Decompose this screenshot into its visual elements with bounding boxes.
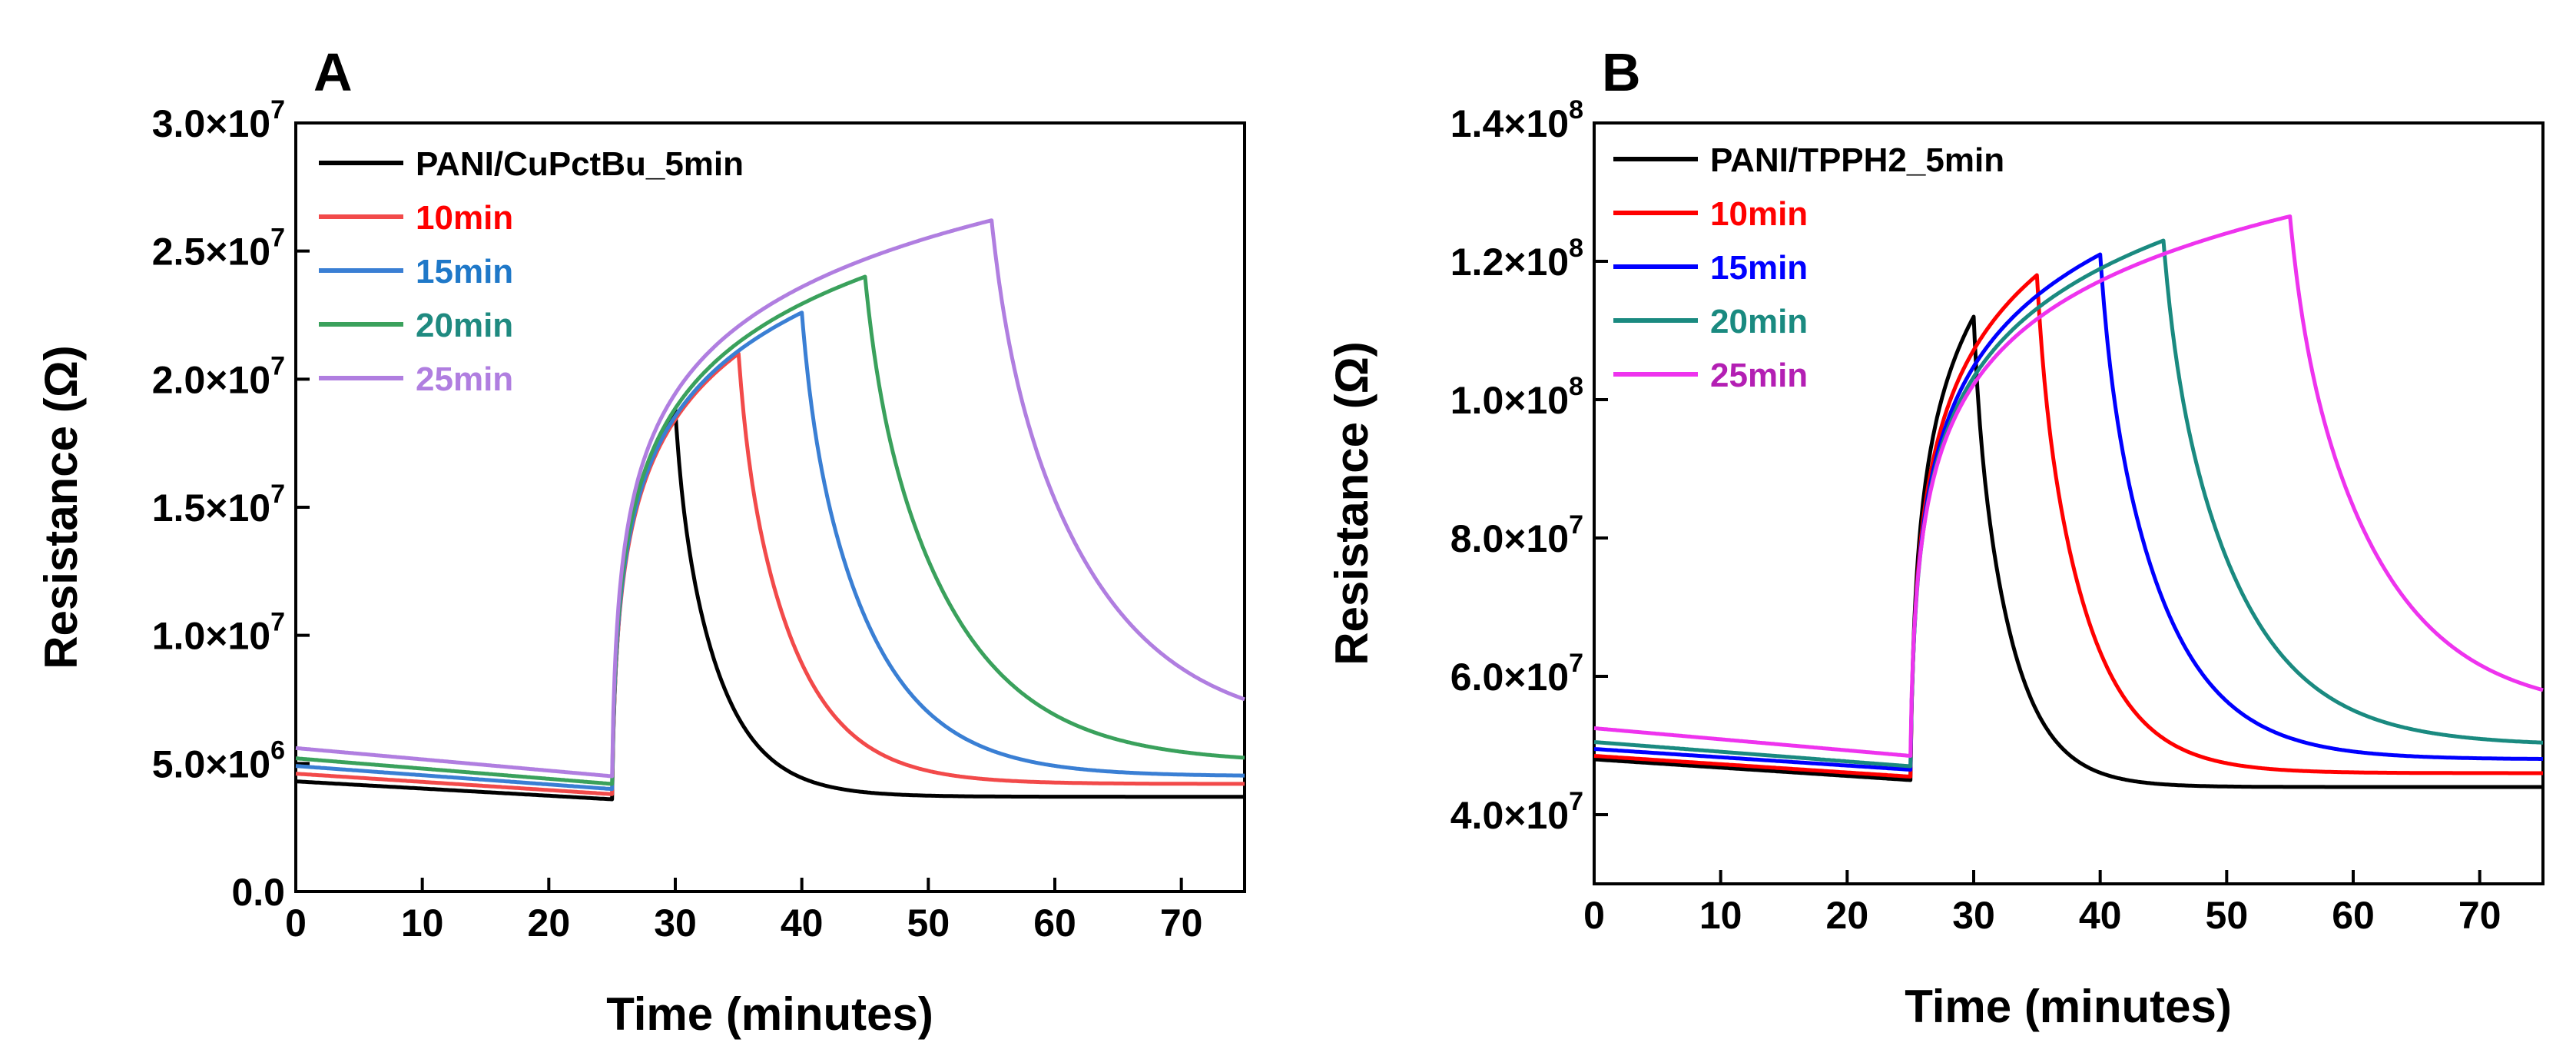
panel-a-legend: PANI/CuPctBu_5min 10min 15min 20min 25min — [319, 145, 744, 398]
panel-a-y-ticks: 0.0 5.0×106 1.0×107 1.5×107 2.0×107 2.5×107 3.… — [152, 95, 310, 914]
legend-label: 10min — [416, 199, 513, 237]
series-line-5 — [1593, 214, 2544, 758]
series-line-2 — [1593, 273, 2544, 779]
panel-a-x-ticks: 0 10 20 30 40 50 60 70 — [285, 878, 1202, 945]
x-tick-label: 60 — [1033, 902, 1076, 945]
x-tick-label: 20 — [528, 902, 571, 945]
legend-label: 10min — [1710, 195, 1808, 233]
x-tick-label: 30 — [1952, 894, 1995, 937]
legend-label: 15min — [1710, 249, 1808, 287]
panel-b-x-ticks: 0 10 20 30 40 50 60 70 — [1583, 870, 2501, 937]
x-tick-label: 20 — [1826, 894, 1869, 937]
series-line-1 — [1593, 314, 2544, 789]
x-tick-label: 50 — [907, 902, 950, 945]
series-line-5 — [295, 218, 1245, 779]
legend-label: PANI/TPPH2_5min — [1710, 141, 2004, 179]
y-tick-label: 1.5×107 — [152, 480, 285, 530]
x-tick-label: 40 — [2079, 894, 2122, 937]
y-tick-label: 6.0×107 — [1450, 649, 1583, 699]
x-tick-label: 10 — [1699, 894, 1742, 937]
x-tick-label: 50 — [2206, 894, 2249, 937]
series-line-2 — [295, 351, 1245, 796]
legend-label: 25min — [1710, 357, 1808, 394]
y-tick-label: 1.0×107 — [152, 608, 285, 658]
panel-b-y-axis-title: Resistance (Ω) — [1326, 341, 1378, 666]
y-tick-label: 0.0 — [231, 871, 285, 914]
panel-a-letter: A — [313, 42, 353, 102]
legend-label: 20min — [416, 307, 513, 344]
x-tick-label: 0 — [285, 902, 307, 945]
series-line-4 — [1593, 238, 2544, 769]
legend-label: 25min — [416, 360, 513, 398]
series-line-4 — [295, 274, 1245, 786]
y-tick-label: 1.4×108 — [1450, 95, 1583, 145]
y-tick-label: 4.0×107 — [1450, 787, 1583, 837]
x-tick-label: 40 — [781, 902, 824, 945]
y-tick-label: 1.2×108 — [1450, 234, 1583, 284]
panel-b-x-axis-title: Time (minutes) — [1905, 981, 2232, 1032]
x-tick-label: 70 — [1160, 902, 1203, 945]
panel-b-plot-frame — [1593, 121, 2545, 885]
y-tick-label: 2.5×107 — [152, 224, 285, 274]
x-tick-label: 30 — [654, 902, 697, 945]
panel-b-legend: PANI/TPPH2_5min 10min 15min 20min 25min — [1613, 141, 2004, 394]
panel-a: A 0.0 5.0×106 1.0×107 1.5×107 2.0×107 2.5×107… — [35, 42, 1246, 1040]
y-tick-label: 1.0×108 — [1450, 372, 1583, 422]
panel-a-series-lines — [295, 218, 1245, 802]
y-tick-label: 8.0×107 — [1450, 510, 1583, 560]
panel-b-series-lines — [1593, 214, 2544, 789]
legend-label: 15min — [416, 253, 513, 291]
series-line-3 — [295, 310, 1245, 792]
panel-b-y-ticks: 4.0×107 6.0×107 8.0×107 1.0×108 1.2×108 1.4×1… — [1450, 95, 1608, 837]
panel-a-y-axis-title: Resistance (Ω) — [35, 345, 87, 669]
x-tick-label: 10 — [401, 902, 444, 945]
y-tick-label: 5.0×106 — [152, 736, 285, 785]
y-tick-label: 2.0×107 — [152, 351, 285, 401]
y-tick-label: 3.0×107 — [152, 95, 285, 145]
x-tick-label: 60 — [2332, 894, 2375, 937]
panel-a-x-axis-title: Time (minutes) — [606, 988, 933, 1040]
panel-b: B 4.0×107 6.0×107 8.0×107 1.0×108 1.2×108 1.4… — [1326, 42, 2545, 1032]
series-line-1 — [295, 407, 1245, 802]
panel-b-letter: B — [1602, 42, 1641, 102]
series-line-3 — [1593, 252, 2544, 772]
x-tick-label: 70 — [2458, 894, 2501, 937]
x-tick-label: 0 — [1583, 894, 1605, 937]
legend-label: 20min — [1710, 303, 1808, 340]
legend-label: PANI/CuPctBu_5min — [416, 145, 744, 183]
